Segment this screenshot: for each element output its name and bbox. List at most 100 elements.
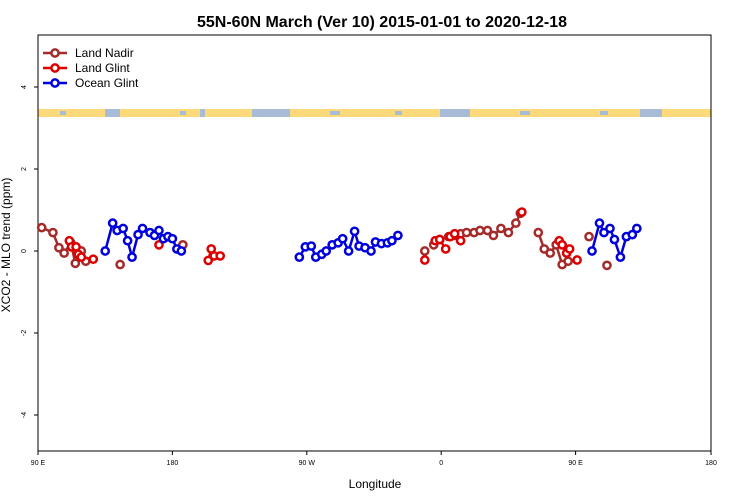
series-ocean-glint [100,218,642,262]
data-point [602,260,612,271]
data-point [48,227,58,238]
legend-marker [50,48,60,58]
data-point [482,225,493,236]
land-ocean-strip [38,109,711,117]
data-point [419,255,430,265]
land-band [120,109,170,117]
x-tick-label: 90 W [299,460,316,467]
land-band [662,109,711,117]
data-point [584,231,594,242]
data-point [203,255,214,266]
data-point [393,230,403,241]
data-point [564,244,575,254]
data-point [449,228,460,239]
ocean-notch [330,111,340,115]
series-layer [36,207,642,271]
data-point [563,256,573,267]
legend-label: Land Nadir [75,46,134,60]
x-axis: 90 E 180 90 W 0 90 E 180 [31,451,717,467]
data-point [122,235,133,246]
data-point [306,241,317,251]
data-point [107,218,118,228]
chart-title: 55N-60N March (Ver 10) 2015-01-01 to 202… [197,14,567,31]
data-point [294,252,305,262]
data-point [587,246,597,256]
data-point [366,246,376,256]
data-point [461,227,472,238]
y-tick-label: 2 [21,167,28,171]
x-tick-label: 90 E [568,460,583,467]
data-point [440,244,451,254]
data-point [455,235,466,246]
y-tick-label: 4 [21,85,28,89]
data-point [343,246,354,256]
data-point [496,223,506,234]
data-point [609,234,620,245]
x-axis-label: Longitude [349,477,402,491]
data-point [488,230,499,241]
data-point [631,223,642,234]
legend-label: Ocean Glint [75,76,139,90]
legend-marker [50,63,60,73]
data-point [419,246,430,256]
land-band [290,109,440,117]
y-tick-label: -4 [21,412,28,418]
data-point [594,218,605,228]
data-point [59,248,69,258]
data-point [154,240,164,250]
y-tick-label: -2 [21,330,28,336]
data-point [70,258,81,269]
data-point [36,222,47,233]
data-point [605,223,615,234]
data-point [118,223,128,234]
data-point [167,233,178,244]
data-point [115,259,125,270]
ocean-notch [640,111,650,115]
land-band [205,109,252,117]
data-point [511,218,521,228]
data-point [615,252,626,262]
ocean-notch [180,111,186,115]
data-point [557,240,568,250]
ocean-notch [520,111,530,115]
data-point [349,226,360,237]
data-point [88,254,99,265]
data-point [545,248,556,258]
data-point [54,242,64,253]
land-band [38,109,105,117]
legend-marker [50,78,60,88]
plot-frame [37,34,712,452]
x-tick-label: 180 [167,460,179,467]
ocean-notch [60,111,66,115]
land-band [470,109,640,117]
x-tick-label: 0 [439,460,443,467]
data-point [133,229,143,240]
data-point [154,225,164,236]
data-point [533,227,544,238]
data-point [76,252,87,262]
data-point [176,246,187,256]
data-point [321,246,332,256]
data-point [516,207,527,217]
data-point [215,251,226,261]
y-tick-label: 0 [21,249,28,253]
data-point [100,246,111,256]
data-point [475,225,485,236]
ocean-notch [600,111,608,115]
y-axis-label: XCO2 - MLO trend (ppm) [0,178,13,313]
data-point [137,223,148,234]
data-point [627,229,638,240]
data-point [572,255,582,265]
data-point [127,252,137,262]
data-point [434,234,445,245]
ocean-notch [395,111,402,115]
data-point [71,242,81,252]
y-axis: 4 2 0 -2 -4 [21,85,38,418]
x-tick-label: 90 E [31,460,46,467]
legend-label: Land Glint [75,61,130,75]
data-point [337,233,348,244]
series-land-glint [64,207,582,266]
x-tick-label: 180 [705,460,717,467]
